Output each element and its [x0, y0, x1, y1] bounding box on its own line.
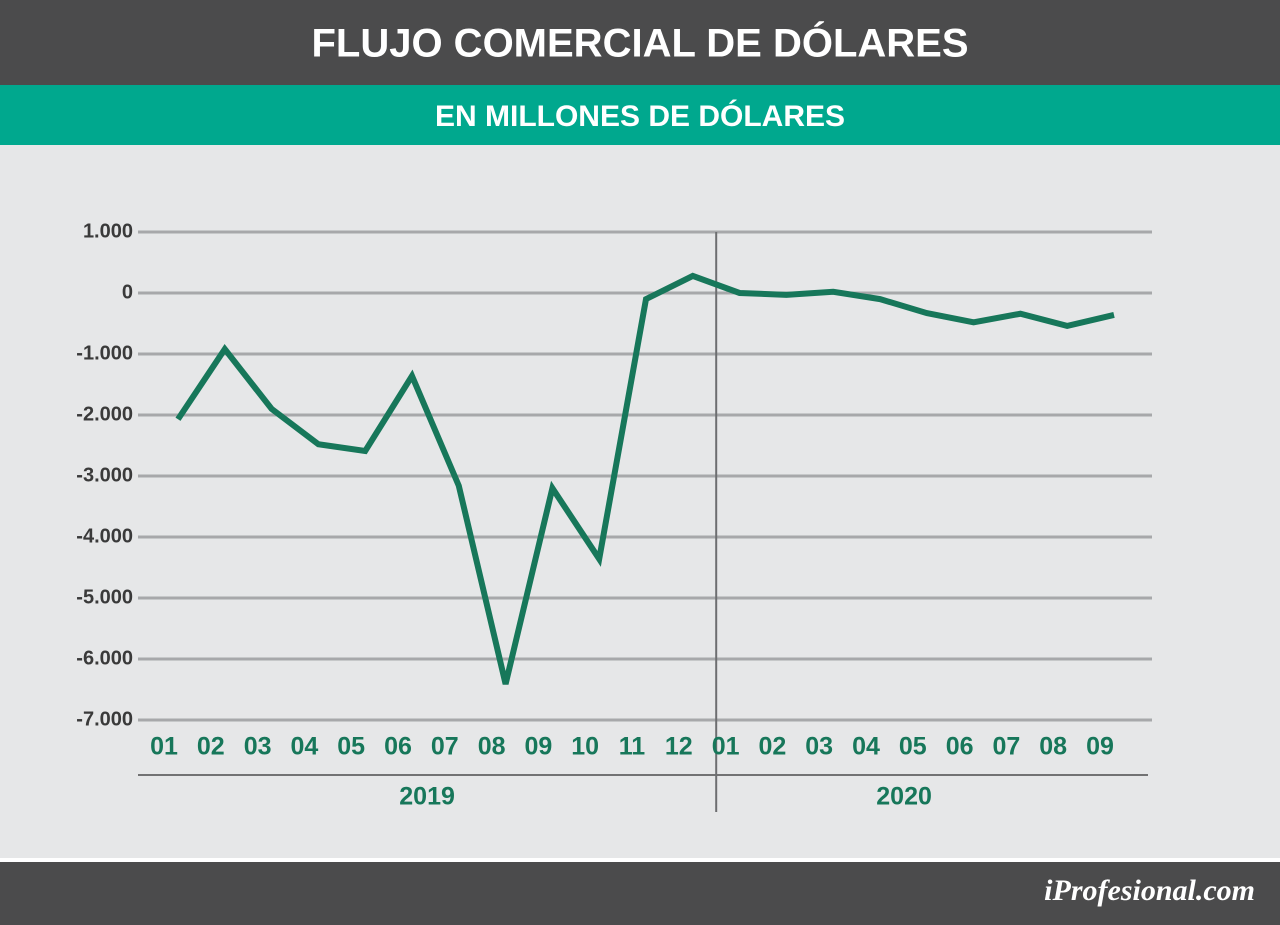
year-label: 2020: [876, 783, 932, 811]
y-tick-label: -4.000: [76, 525, 133, 547]
x-tick-label: 04: [852, 733, 880, 761]
x-tick-label: 08: [478, 733, 506, 761]
x-tick-label: 02: [197, 733, 225, 761]
chart-title: FLUJO COMERCIAL DE DÓLARES: [311, 20, 968, 66]
x-tick-label: 07: [431, 733, 459, 761]
title-band: [0, 0, 1280, 85]
y-tick-label: -5.000: [76, 586, 133, 608]
x-tick-label: 09: [1086, 733, 1114, 761]
x-tick-label: 07: [992, 733, 1020, 761]
y-tick-label: 1.000: [83, 220, 133, 242]
x-tick-label: 01: [150, 733, 178, 761]
footer-stripe: [0, 858, 1280, 862]
data-line: [175, 272, 1115, 685]
x-tick-label: 04: [290, 733, 318, 761]
x-tick-label: 10: [571, 733, 599, 761]
x-tick-label: 09: [524, 733, 552, 761]
x-tick-label: 05: [899, 733, 927, 761]
y-tick-label: -3.000: [76, 464, 133, 486]
footer-band: [0, 862, 1280, 925]
x-tick-label: 08: [1039, 733, 1067, 761]
x-tick-label: 12: [665, 733, 693, 761]
y-tick-label: 0: [122, 281, 133, 303]
y-tick-label: -7.000: [76, 708, 133, 730]
x-tick-label: 03: [805, 733, 833, 761]
x-tick-label: 05: [337, 733, 365, 761]
source-logo: iProfesional.com: [1044, 874, 1255, 907]
subtitle-band: [0, 85, 1280, 145]
y-tick-label: -2.000: [76, 403, 133, 425]
x-tick-label: 11: [619, 733, 646, 761]
y-tick-label: -1.000: [76, 342, 133, 364]
chart-subtitle: EN MILLONES DE DÓLARES: [435, 99, 845, 133]
x-tick-label: 03: [244, 733, 272, 761]
x-tick-label: 06: [384, 733, 412, 761]
x-tick-label: 02: [758, 733, 786, 761]
y-tick-label: -6.000: [76, 647, 133, 669]
x-tick-label: 06: [946, 733, 974, 761]
x-tick-label: 01: [712, 733, 740, 761]
year-label: 2019: [399, 783, 455, 811]
